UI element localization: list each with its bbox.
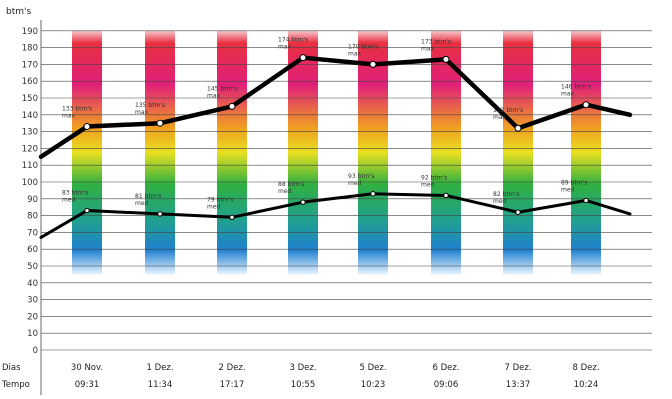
- data-point-max: [83, 123, 91, 131]
- data-label-med: 79 btm's med: [207, 196, 233, 210]
- time-label: 17:17: [220, 380, 245, 390]
- data-point-med: [370, 191, 376, 197]
- y-tick-label: 0: [33, 346, 38, 356]
- category-label: 2 Dez.: [218, 363, 245, 373]
- x-axis-footer: Dias Tempo 30 Nov. 1 Dez. 2 Dez. 3 Dez. 5 De…: [1, 363, 600, 390]
- category-label: 30 Nov.: [71, 363, 103, 373]
- y-tick-label: 160: [22, 77, 38, 87]
- y-tick-label: 130: [22, 128, 38, 138]
- y-tick-label: 80: [27, 212, 38, 222]
- color-band-3: [217, 30, 247, 275]
- category-label: 7 Dez.: [504, 363, 531, 373]
- series-line-max: [38, 55, 633, 160]
- data-point-med: [583, 197, 589, 204]
- data-label-med: 92 btm's med: [421, 174, 447, 188]
- color-band-5: [358, 30, 388, 275]
- data-point-max: [514, 124, 522, 132]
- y-tick-label: 170: [22, 60, 38, 70]
- data-label-med: 88 btm's med: [278, 181, 304, 195]
- y-tick-labels: 0 10 20 30 40 50 60 70 80 90 100 110 120 130 140 150 160…: [22, 27, 38, 356]
- data-label-max: 174 btm's max: [278, 37, 308, 51]
- data-point-max: [582, 101, 590, 109]
- data-point-med: [300, 199, 306, 205]
- data-point-max: [442, 55, 450, 63]
- time-label: 10:55: [291, 380, 316, 390]
- y-tick-label: 190: [22, 27, 38, 37]
- data-label-med: 89 btm's med: [561, 179, 587, 193]
- y-tick-label: 90: [27, 195, 38, 205]
- data-label-max: 146 btm's max: [561, 84, 591, 98]
- data-point-med: [84, 207, 90, 214]
- series-line-med: [39, 192, 632, 239]
- data-label-med: 81 btm's med: [135, 193, 161, 207]
- y-tick-label: 70: [27, 228, 38, 238]
- data-label-max: 173 btm's max: [421, 38, 451, 52]
- y-tick-label: 30: [27, 296, 38, 306]
- time-label: 13:37: [506, 380, 531, 390]
- color-band-1: [72, 30, 102, 275]
- y-tick-label: 110: [22, 161, 38, 171]
- data-label-max: 132 btm's max: [493, 107, 523, 121]
- data-point-med: [515, 209, 521, 215]
- y-tick-label: 180: [22, 44, 38, 54]
- data-point-max: [299, 54, 307, 62]
- y-tick-label: 100: [22, 178, 38, 188]
- time-label: 10:24: [574, 380, 599, 390]
- data-labels: 133 btm's max 135 btm's max 145 btm's max 174 …: [62, 37, 591, 211]
- y-tick-label: 140: [22, 111, 38, 121]
- time-label: 10:23: [361, 380, 386, 390]
- row-label-time: Tempo: [1, 380, 30, 390]
- data-label-max: 170 btm's max: [348, 43, 378, 57]
- y-axis-label: btm's: [6, 7, 31, 17]
- y-tick-label: 40: [27, 279, 38, 289]
- y-tick-label: 10: [27, 329, 38, 339]
- time-label: 09:31: [75, 380, 100, 390]
- data-point-max: [228, 102, 236, 110]
- data-point-med: [229, 214, 235, 220]
- data-point-max: [369, 60, 377, 68]
- data-point-max: [156, 119, 164, 127]
- series-lines: [38, 54, 633, 239]
- time-label: 09:06: [434, 380, 459, 390]
- y-tick-label: 120: [22, 144, 38, 154]
- color-bands: [72, 30, 601, 275]
- category-label: 8 Dez.: [572, 363, 599, 373]
- y-tick-label: 150: [22, 94, 38, 104]
- color-band-4: [288, 30, 318, 275]
- data-label-max: 133 btm's max: [62, 106, 92, 120]
- data-label-max: 135 btm's max: [135, 102, 165, 116]
- time-label: 11:34: [148, 380, 173, 390]
- category-label: 1 Dez.: [146, 363, 173, 373]
- data-label-max: 145 btm's max: [207, 85, 237, 99]
- y-tick-label: 50: [27, 262, 38, 272]
- color-band-8: [571, 30, 601, 275]
- category-label: 3 Dez.: [289, 363, 316, 373]
- y-tick-label: 60: [27, 245, 38, 255]
- y-tick-label: 20: [27, 312, 38, 322]
- data-point-med: [157, 211, 163, 217]
- data-label-med: 82 btm's med: [493, 191, 519, 205]
- category-label: 6 Dez.: [432, 363, 459, 373]
- color-band-7: [503, 30, 533, 275]
- data-label-med: 93 btm's med: [348, 173, 374, 187]
- category-label: 5 Dez.: [359, 363, 386, 373]
- row-label-days: Dias: [2, 363, 21, 373]
- data-point-med: [443, 192, 449, 199]
- color-band-2: [145, 30, 175, 275]
- data-label-med: 83 btm's med: [62, 190, 88, 204]
- grid-lines: [40, 20, 652, 395]
